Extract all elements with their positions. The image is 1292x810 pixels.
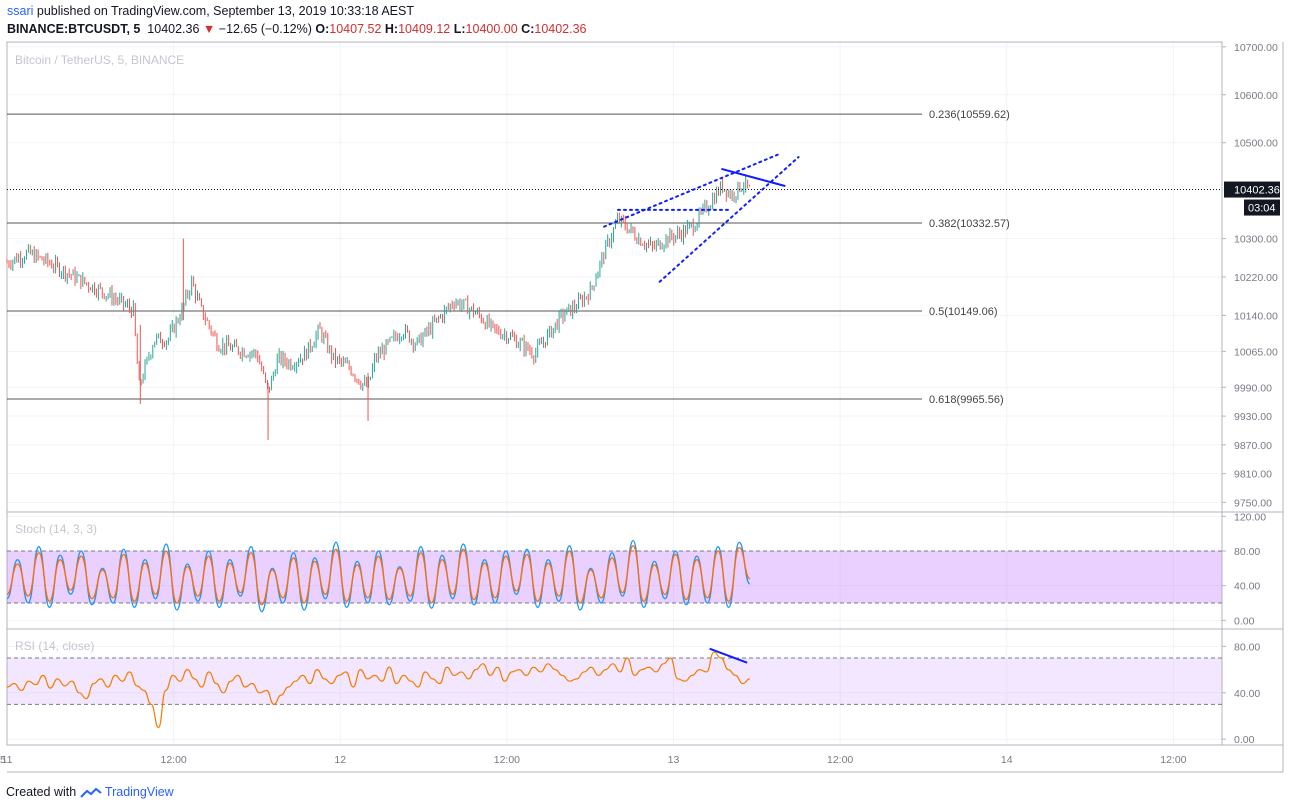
channel-upper-drawing xyxy=(603,153,779,228)
last-price-badge-text: 10402.36 xyxy=(1234,185,1280,197)
price-change: −12.65 (−0.12%) xyxy=(218,22,312,36)
tradingview-brand[interactable]: TradingView xyxy=(104,785,174,799)
chart-area[interactable]: 10700.00 10600.00 10500.00 10300.00 10220.00… xyxy=(0,0,1292,780)
y-tick-label: 10220.00 xyxy=(1234,272,1278,284)
x-tick-label: 12 xyxy=(334,754,346,766)
y-tick-label: 120.00 xyxy=(1234,511,1266,523)
x-tick-label: 14 xyxy=(1001,754,1013,766)
rsi-band xyxy=(7,658,1222,705)
ohlc-line: BINANCE:BTCUSDT, 5 10402.36 ▼ −12.65 (−0… xyxy=(7,22,587,36)
price-candles xyxy=(6,175,751,393)
low-label: L: xyxy=(453,22,466,36)
y-tick-label: 9990.00 xyxy=(1234,382,1272,394)
open-value: 10407.52 xyxy=(329,22,382,36)
high-value: 10409.12 xyxy=(398,22,451,36)
countdown-badge-text: 03:04 xyxy=(1248,203,1276,215)
countdown-badge xyxy=(1244,199,1280,216)
y-tick-label: 10700.00 xyxy=(1234,42,1278,54)
x-tick-label: 12:00 xyxy=(1160,754,1186,766)
open-label: O: xyxy=(315,22,330,36)
y-tick-label: 40.00 xyxy=(1234,688,1260,700)
published-text: published on TradingView.com, September … xyxy=(36,4,414,18)
last-price-badge xyxy=(1224,181,1280,198)
y-tick-label: 9930.00 xyxy=(1234,411,1272,423)
y-tick-label: 9810.00 xyxy=(1234,469,1272,481)
y-tick-label: 80.00 xyxy=(1234,546,1260,558)
trendline-drawing xyxy=(721,168,786,187)
y-tick-label: 10500.00 xyxy=(1234,138,1278,150)
y-tick-label: 0.00 xyxy=(1234,615,1255,627)
fib-level-label: 0.236(10559.62) xyxy=(929,109,1010,121)
x-tick-label: 15 xyxy=(0,754,6,766)
x-tick-label: 11 xyxy=(2,754,13,766)
chart-title: Bitcoin / TetherUS, 5, BINANCE xyxy=(15,53,184,67)
x-tick-label: 12:00 xyxy=(494,754,520,766)
close-label: C: xyxy=(521,22,535,36)
y-tick-label: 9750.00 xyxy=(1234,497,1272,509)
rsi-title: RSI (14, close) xyxy=(15,639,94,653)
footer: Created with TradingView xyxy=(6,785,174,799)
close-value: 10402.36 xyxy=(534,22,587,36)
y-tick-label: 80.00 xyxy=(1234,641,1260,653)
low-value: 10400.00 xyxy=(465,22,518,36)
author-link[interactable]: ssari xyxy=(7,4,34,18)
channel-lower-drawing xyxy=(658,156,800,283)
y-tick-label: 40.00 xyxy=(1234,581,1260,593)
down-arrow-icon: ▼ xyxy=(202,22,216,36)
high-label: H: xyxy=(384,22,399,36)
fib-level-label: 0.618(9965.56) xyxy=(929,394,1004,406)
x-tick-label: 13 xyxy=(668,754,680,766)
publish-line: ssari published on TradingView.com, Sept… xyxy=(7,4,414,18)
created-with-label: Created with xyxy=(6,785,77,799)
x-tick-label: 12:00 xyxy=(160,754,186,766)
x-tick-label: 12:00 xyxy=(827,754,853,766)
stoch-series-line xyxy=(6,545,751,606)
y-tick-label: 10600.00 xyxy=(1234,90,1278,102)
y-tick-label: 10300.00 xyxy=(1234,234,1278,246)
y-tick-label: 0.00 xyxy=(1234,734,1255,746)
y-tick-label: 9870.00 xyxy=(1234,440,1272,452)
y-tick-label: 10065.00 xyxy=(1234,346,1278,358)
fib-level-label: 0.5(10149.06) xyxy=(929,306,998,318)
y-tick-label: 10140.00 xyxy=(1234,310,1278,322)
rsi-line xyxy=(6,651,750,729)
chart-frame xyxy=(6,41,1223,746)
stoch-title: Stoch (14, 3, 3) xyxy=(15,522,97,536)
last-price: 10402.36 xyxy=(147,22,200,36)
rsi-trendline-drawing xyxy=(709,647,748,664)
tradingview-logo-icon[interactable] xyxy=(79,785,105,799)
fib-level-label: 0.382(10332.57) xyxy=(929,218,1010,230)
symbol-label: BINANCE:BTCUSDT, 5 xyxy=(7,22,141,36)
